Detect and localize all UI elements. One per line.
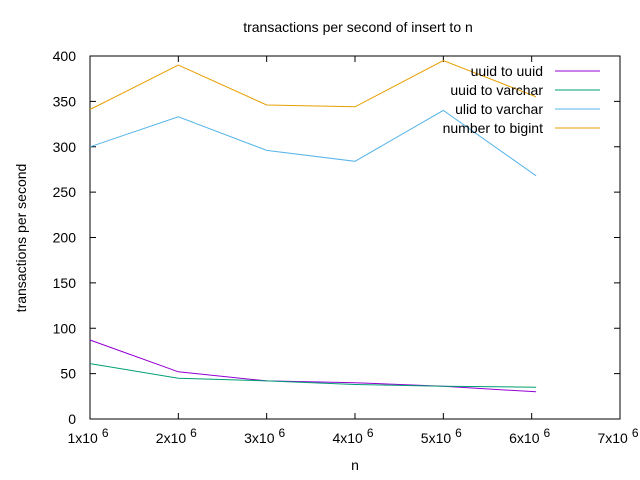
legend-label: uuid to uuid [471,63,543,79]
y-tick-label: 0 [68,411,76,427]
y-tick-label: 200 [53,230,77,246]
x-tick-exponent: 6 [632,426,639,440]
legend: uuid to uuid uuid to varchar ulid to varch… [443,63,600,136]
x-tick-exponent: 6 [102,426,109,440]
x-tick-exponent: 6 [544,426,551,440]
x-tick-base: 6x10 [509,430,540,446]
x-tick-label: 3x10 6 [244,426,285,446]
x-tick-exponent: 6 [367,426,374,440]
series-line-uuid-to-uuid [89,339,537,393]
x-tick-base: 4x10 [332,430,363,446]
x-tick-exponent: 6 [279,426,286,440]
x-tick-base: 1x10 [67,430,98,446]
x-tick-label: 5x10 6 [421,426,462,446]
x-tick-base: 2x10 [156,430,187,446]
x-tick-label: 2x10 6 [156,426,197,446]
x-tick-base: 3x10 [244,430,275,446]
series-line-number-to-bigint [89,59,537,110]
legend-label: uuid to varchar [450,82,543,98]
y-tick-label: 150 [53,275,77,291]
x-tick-label: 6x10 6 [509,426,550,446]
x-tick-base: 7x10 [597,430,628,446]
y-tick-label: 400 [53,48,77,64]
y-tick-label: 350 [53,93,77,109]
series-line-ulid-to-varchar [89,109,537,177]
legend-label: number to bigint [443,120,544,136]
y-tick-label: 250 [53,184,77,200]
x-axis-label: n [351,457,359,473]
y-tick-label: 100 [53,320,77,336]
legend-label: ulid to varchar [455,101,543,117]
y-tick-label: 50 [60,366,76,382]
y-axis: 0 50 100 150 200 250 300 350 400 [53,48,620,427]
x-tick-exponent: 6 [455,426,462,440]
x-tick-label: 4x10 6 [332,426,373,446]
y-axis-label: transactions per second [13,164,29,313]
y-tick-label: 300 [53,139,77,155]
series-line-uuid-to-varchar [89,363,537,388]
x-tick-base: 5x10 [421,430,452,446]
x-axis: 1x10 6 2x10 6 3x10 6 4x10 6 5x10 6 6x10 6 7x10 6 [67,56,639,446]
x-tick-label: 1x10 6 [67,426,108,446]
x-tick-label: 7x10 6 [597,426,638,446]
series-layer [89,59,537,393]
x-tick-exponent: 6 [190,426,197,440]
chart-title: transactions per second of insert to n [243,19,473,35]
